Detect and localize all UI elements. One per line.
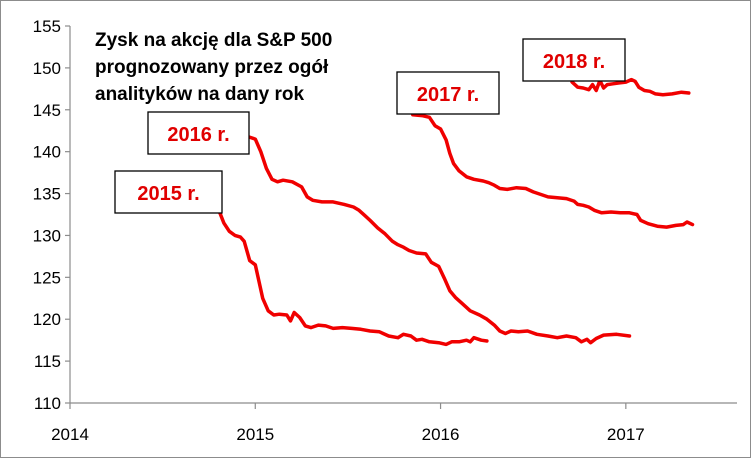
y-tick-label: 135 (33, 185, 61, 204)
x-tick-label: 2014 (51, 425, 89, 444)
series-line-2018 (570, 77, 691, 97)
series-label-box (114, 170, 223, 214)
y-tick-label: 140 (33, 143, 61, 162)
series-label-text: 2018 r. (543, 51, 605, 73)
y-tick-label: 150 (33, 59, 61, 78)
x-tick-label: 2017 (607, 425, 645, 444)
chart-title: Zysk na akcję dla S&P 500 prognozowany pr… (95, 30, 332, 105)
y-tick-label: 125 (33, 268, 61, 287)
y-tick-label: 130 (33, 226, 61, 245)
y-tick-label: 120 (33, 310, 61, 329)
y-tick-label: 110 (34, 394, 61, 413)
y-tick-label: 145 (33, 101, 61, 120)
series-label-box (396, 71, 500, 115)
series-line-2015 (210, 195, 489, 347)
series-labels: 2015 r. 2016 r. 2017 r. 2018 r. (114, 38, 626, 214)
series-label-text: 2017 r. (417, 84, 479, 106)
series-lines (210, 77, 695, 347)
y-tick-label: 115 (34, 352, 61, 371)
axes: 110 115 120 125 130 135 140 145 150 155 2014 2015 20… (33, 17, 737, 444)
x-tick-label: 2016 (422, 425, 460, 444)
series-label-2017: 2017 r. (396, 71, 500, 115)
chart-title-line: analityków na dany rok (95, 84, 304, 105)
series-label-box (147, 111, 250, 155)
x-tick-label: 2015 (236, 425, 274, 444)
series-label-2016: 2016 r. (147, 111, 250, 155)
chart-title-line: Zysk na akcję dla S&P 500 (95, 30, 332, 51)
chart-title-line: prognozowany przez ogół (95, 57, 329, 78)
series-line-2016 (231, 112, 632, 345)
series-label-text: 2016 r. (167, 124, 229, 146)
series-label-2018: 2018 r. (522, 38, 626, 82)
series-label-2015: 2015 r. (114, 170, 223, 214)
series-label-text: 2015 r. (137, 183, 199, 205)
series-label-box (522, 38, 626, 82)
series-line-2017 (411, 113, 695, 229)
y-tick-label: 155 (33, 17, 61, 36)
